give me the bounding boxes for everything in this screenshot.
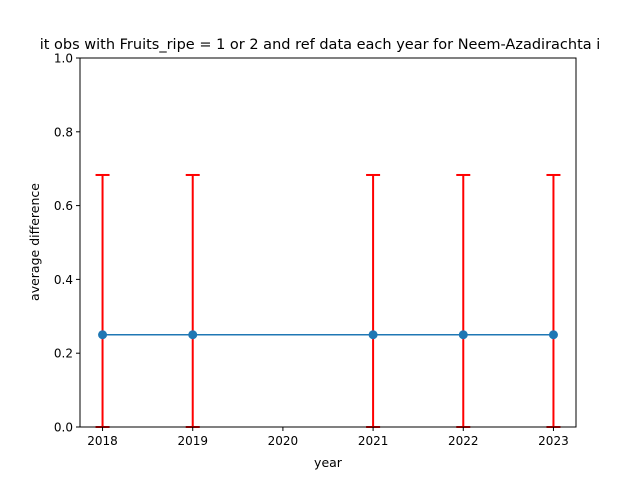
plot-frame <box>79 57 577 428</box>
x-tick-label: 2023 <box>538 434 569 448</box>
y-tick-label: 0.2 <box>54 347 73 361</box>
y-axis-label: average difference <box>27 183 42 301</box>
x-tick-label: 2018 <box>87 434 118 448</box>
y-tick-label: 0.0 <box>54 421 73 435</box>
data-point <box>548 330 558 340</box>
x-tick-label: 2022 <box>448 434 479 448</box>
data-point <box>458 330 468 340</box>
x-tick-label: 2021 <box>358 434 389 448</box>
data-point <box>188 330 198 340</box>
x-axis: 2018 2019 2020 2021 2022 2023 <box>87 427 569 448</box>
chart-title: it obs with Fruits_ripe = 1 or 2 and ref… <box>40 37 601 53</box>
y-axis: 0.0 0.2 0.4 0.6 0.8 1.0 <box>54 52 80 435</box>
y-tick-label: 0.4 <box>54 273 73 287</box>
plot-area <box>95 173 561 428</box>
data-point <box>368 330 378 340</box>
data-point <box>98 330 108 340</box>
x-axis-label: year <box>314 455 343 470</box>
x-tick-label: 2020 <box>268 434 299 448</box>
y-tick-label: 1.0 <box>54 52 73 66</box>
y-tick-label: 0.8 <box>54 125 73 139</box>
y-tick-label: 0.6 <box>54 199 73 213</box>
x-tick-label: 2019 <box>177 434 208 448</box>
